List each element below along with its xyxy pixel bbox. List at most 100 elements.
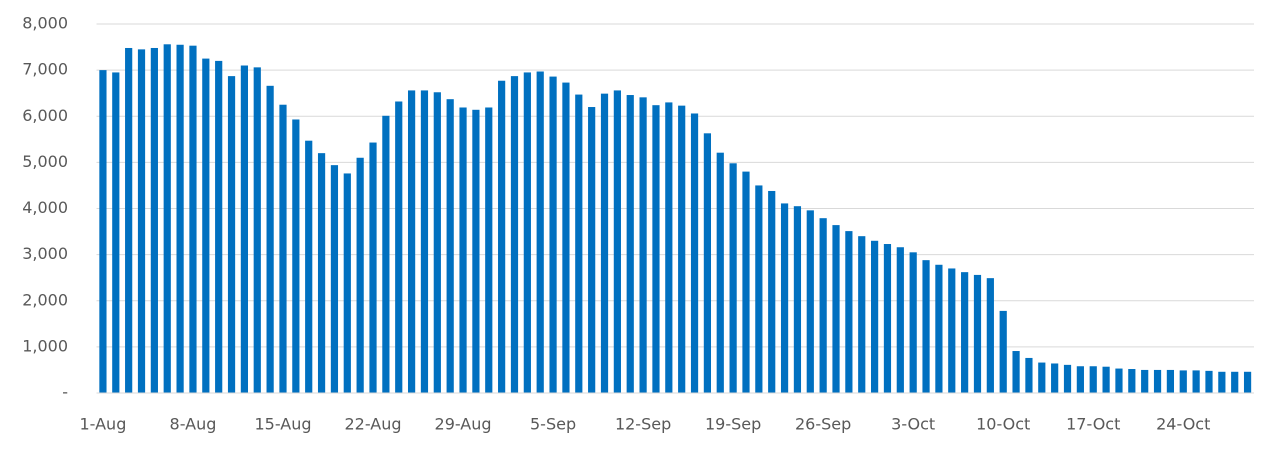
bar (1141, 369, 1149, 393)
bar (215, 60, 223, 394)
bar (613, 90, 621, 394)
bar (1231, 371, 1239, 393)
bar (1128, 369, 1136, 393)
bar (176, 44, 184, 393)
bar (716, 152, 724, 393)
x-tick-label: 5-Sep (530, 415, 576, 434)
x-tick-label: 10-Oct (976, 415, 1030, 434)
bar (600, 93, 609, 394)
bar (240, 65, 249, 393)
bar (189, 45, 197, 394)
bar (973, 274, 982, 393)
bar (1218, 371, 1226, 393)
bar (292, 119, 300, 393)
bar (755, 185, 763, 393)
bar (163, 44, 171, 394)
y-tick-label: 8,000 (22, 14, 68, 33)
y-tick-label: 5,000 (22, 152, 68, 171)
bar (343, 173, 351, 393)
bar (909, 252, 917, 393)
bar (1115, 368, 1123, 393)
bar (395, 101, 403, 394)
bar (588, 107, 596, 394)
bar (99, 70, 107, 393)
bar (935, 264, 943, 393)
x-tick-label: 19-Sep (705, 415, 761, 434)
bar (433, 92, 441, 393)
bar (819, 218, 827, 393)
bar (536, 71, 544, 393)
bar (742, 171, 750, 393)
bar (1025, 357, 1033, 393)
bar (1102, 366, 1110, 393)
bar (125, 47, 133, 394)
bar (652, 105, 660, 394)
bar (922, 260, 930, 393)
bar (459, 107, 467, 393)
bar (279, 104, 287, 393)
y-tick-label: 1,000 (22, 336, 68, 355)
x-tick-label: 1-Aug (80, 415, 127, 434)
bar (858, 236, 866, 393)
bar (472, 109, 480, 393)
bar (883, 244, 892, 393)
bar (703, 133, 712, 393)
bar (961, 272, 969, 393)
bar (1205, 370, 1213, 393)
bar (150, 47, 158, 394)
bar (729, 163, 737, 393)
x-tick-label: 3-Oct (891, 415, 935, 434)
x-tick-label: 29-Aug (435, 415, 492, 434)
bar (112, 72, 120, 394)
bar (626, 95, 634, 393)
bar (678, 105, 686, 394)
bar (845, 231, 853, 393)
x-tick-label: 24-Oct (1156, 415, 1210, 434)
y-tick-label: 4,000 (22, 198, 68, 217)
bar (562, 82, 570, 394)
bar (832, 225, 840, 393)
bar (690, 113, 699, 394)
bar (253, 67, 261, 394)
bar (498, 80, 506, 393)
x-tick-label: 15-Aug (254, 415, 311, 434)
bar (1051, 363, 1059, 393)
bar (369, 142, 377, 393)
bar (510, 76, 519, 393)
bar (227, 76, 236, 393)
bar (1076, 366, 1084, 393)
bar (356, 157, 364, 393)
bar (330, 165, 339, 393)
y-tick-label: 3,000 (22, 244, 68, 263)
bar (317, 153, 326, 393)
y-tick-label: 6,000 (22, 106, 68, 125)
bar (1243, 371, 1252, 393)
bar (1153, 369, 1162, 393)
bar (986, 278, 994, 393)
bar (1166, 369, 1175, 393)
y-tick-label: 2,000 (22, 290, 68, 309)
x-tick-label: 17-Oct (1066, 415, 1120, 434)
bar (1192, 370, 1200, 393)
bar (948, 268, 956, 393)
x-tick-label: 12-Sep (615, 415, 671, 434)
bar (1063, 364, 1072, 393)
x-tick-label: 8-Aug (170, 415, 217, 434)
bar (1089, 366, 1097, 393)
bar (780, 203, 789, 393)
bar (549, 76, 557, 394)
bar (382, 115, 390, 393)
bar (485, 107, 493, 393)
x-tick-label: 22-Aug (344, 415, 401, 434)
bar (1179, 370, 1187, 393)
bar (407, 90, 416, 394)
bar (1038, 362, 1046, 393)
bar (420, 90, 429, 394)
x-tick-label: 26-Sep (795, 415, 851, 434)
bar (870, 240, 879, 393)
bar (446, 99, 454, 393)
bar (202, 58, 210, 393)
bar (523, 72, 531, 394)
bar (793, 206, 802, 393)
